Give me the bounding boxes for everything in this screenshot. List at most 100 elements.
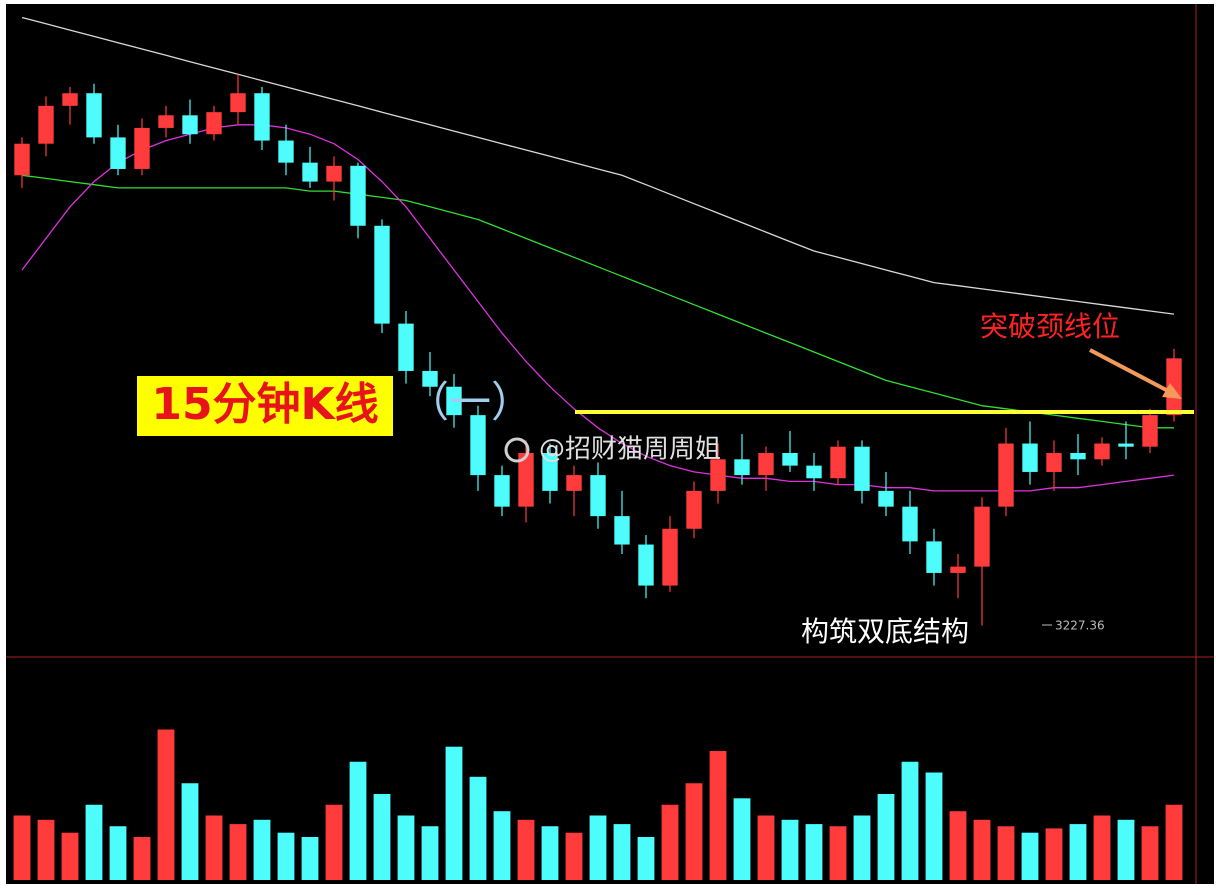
candle-body bbox=[206, 112, 222, 135]
candle-body bbox=[326, 165, 342, 182]
candle-body bbox=[614, 516, 630, 545]
volume-bar bbox=[1069, 824, 1087, 880]
candle-body bbox=[734, 459, 750, 476]
marks bbox=[13, 16, 1194, 880]
volume-bar bbox=[13, 815, 31, 880]
candle-body bbox=[1070, 453, 1086, 460]
candle-body bbox=[86, 93, 102, 138]
volume-bar bbox=[373, 794, 391, 880]
volume-bar bbox=[133, 837, 151, 880]
volume-bar bbox=[853, 815, 871, 880]
candle-body bbox=[470, 415, 486, 476]
volume-bar bbox=[1141, 826, 1159, 880]
volume-bar bbox=[901, 761, 919, 880]
right-axis-strip bbox=[1196, 4, 1214, 884]
volume-bar bbox=[925, 772, 943, 880]
volume-bar bbox=[85, 804, 103, 880]
candle-body bbox=[974, 506, 990, 567]
low-label: 3227.36 bbox=[1055, 619, 1105, 633]
volume-bar bbox=[1117, 819, 1135, 880]
volume-bar bbox=[685, 783, 703, 880]
candle-body bbox=[1094, 443, 1110, 460]
volume-bar bbox=[565, 832, 583, 880]
candle-body bbox=[878, 490, 894, 507]
volume-bar bbox=[205, 815, 223, 880]
candle-body bbox=[254, 93, 270, 141]
candle-body bbox=[398, 323, 414, 371]
volume-bar bbox=[517, 819, 535, 880]
volume-bar bbox=[733, 798, 751, 880]
candle-body bbox=[686, 490, 702, 529]
candle-body bbox=[446, 386, 462, 416]
watermark: @招财猫周周姐 bbox=[539, 435, 721, 465]
candle-body bbox=[854, 446, 870, 491]
volume-bar bbox=[1045, 828, 1063, 880]
annotation: 构筑双底结构 bbox=[801, 615, 969, 648]
moving-average-line bbox=[21, 174, 1174, 429]
volume-bar bbox=[157, 729, 175, 880]
volume-bar bbox=[325, 804, 343, 880]
candle-body bbox=[638, 544, 654, 586]
candle-body bbox=[1118, 443, 1134, 447]
chart-subtitle: （一） bbox=[407, 378, 533, 427]
volume-bar bbox=[661, 804, 679, 880]
watermark-icon bbox=[504, 437, 530, 463]
volume-bar bbox=[829, 826, 847, 880]
volume-bar bbox=[421, 826, 439, 880]
candle-body bbox=[350, 165, 366, 226]
volume-bar bbox=[997, 826, 1015, 880]
volume-bar bbox=[805, 824, 823, 880]
candle-body bbox=[926, 541, 942, 573]
candle-body bbox=[902, 506, 918, 542]
volume-bar bbox=[1093, 815, 1111, 880]
candle-body bbox=[278, 140, 294, 163]
volume-bar bbox=[445, 746, 463, 880]
candle-body bbox=[590, 475, 606, 517]
candle-body bbox=[110, 137, 126, 169]
candle-body bbox=[1142, 415, 1158, 447]
candle-body bbox=[134, 127, 150, 169]
volume-bar bbox=[973, 819, 991, 880]
candle-body bbox=[38, 105, 54, 144]
volume-bar bbox=[469, 776, 487, 880]
volume-bar bbox=[301, 837, 319, 880]
volume-bar bbox=[589, 815, 607, 880]
plot-background bbox=[6, 4, 1196, 884]
volume-bar bbox=[109, 826, 127, 880]
annotation: 突破颈线位 bbox=[980, 310, 1120, 343]
volume-bar bbox=[709, 751, 727, 880]
title-background bbox=[137, 376, 393, 436]
volume-bar bbox=[37, 819, 55, 880]
candle-body bbox=[710, 459, 726, 491]
candle-body bbox=[542, 453, 558, 491]
candle-body bbox=[1022, 443, 1038, 472]
candle-body bbox=[422, 370, 438, 387]
candle-body bbox=[998, 443, 1014, 507]
candle-body bbox=[230, 93, 246, 113]
volume-bar bbox=[949, 811, 967, 880]
volume-bar bbox=[1021, 832, 1039, 880]
candle-body bbox=[806, 465, 822, 479]
volume-bar bbox=[349, 761, 367, 880]
candle-body bbox=[1046, 453, 1062, 472]
candle-body bbox=[158, 115, 174, 128]
candle-body bbox=[566, 475, 582, 491]
volume-bar bbox=[181, 783, 199, 880]
annotation-arrowhead bbox=[1162, 383, 1182, 399]
volume-bar bbox=[277, 832, 295, 880]
volume-bar bbox=[877, 794, 895, 880]
volume-bar bbox=[61, 832, 79, 880]
volume-bar bbox=[1165, 804, 1183, 880]
volume-bar bbox=[541, 826, 559, 880]
volume-bar bbox=[493, 811, 511, 880]
volume-bar bbox=[613, 824, 631, 880]
candle-body bbox=[374, 225, 390, 324]
volume-bar bbox=[637, 837, 655, 880]
volume-bar bbox=[397, 815, 415, 880]
candle-body bbox=[830, 446, 846, 479]
moving-average-line bbox=[21, 16, 1175, 315]
chart-title: 15分钟K线 bbox=[151, 379, 378, 430]
volume-bar bbox=[229, 824, 247, 880]
